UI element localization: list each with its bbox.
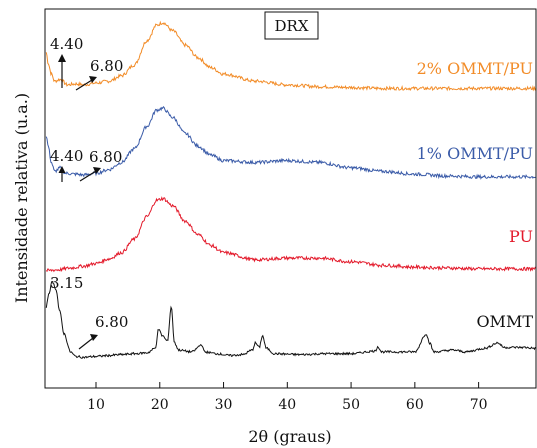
annotation-arrowhead-1pct-4-40 bbox=[58, 166, 66, 173]
series-line-0 bbox=[45, 20, 537, 92]
x-tick-label: 70 bbox=[470, 397, 488, 413]
plot-frame bbox=[44, 8, 537, 389]
annotation-2pct-6-80: 6.80 bbox=[90, 57, 123, 75]
x-tick-label: 20 bbox=[151, 397, 169, 413]
annotation-arrow-ommt-6-80 bbox=[78, 337, 94, 350]
x-tick-label: 60 bbox=[406, 397, 424, 413]
annotation-ommt-3-15: 3.15 bbox=[50, 274, 83, 292]
annotation-arrow-2pct-6-80 bbox=[75, 79, 93, 91]
x-tick-label: 40 bbox=[278, 397, 296, 413]
annotation-arrowhead-1pct-6-80 bbox=[93, 167, 101, 174]
x-axis-ticks: 10 20 30 40 50 60 70 bbox=[87, 382, 488, 413]
x-tick-label: 50 bbox=[342, 397, 360, 413]
x-tick-label: 10 bbox=[87, 397, 105, 413]
series-label-2pct-ommt-pu: 2% OMMT/PU bbox=[417, 59, 533, 78]
series-line-2 bbox=[45, 196, 537, 273]
series-line-1 bbox=[45, 106, 537, 180]
series-label-1pct-ommt-pu: 1% OMMT/PU bbox=[417, 144, 533, 163]
annotation-arrow-1pct-6-80 bbox=[79, 170, 97, 182]
series-label-pu: PU bbox=[509, 227, 533, 246]
y-axis-title: Intensidade relativa (u.a.) bbox=[12, 93, 31, 303]
annotation-1pct-6-80: 6.80 bbox=[89, 148, 122, 166]
series-lines bbox=[45, 20, 537, 359]
annotation-arrowhead-ommt-6-80 bbox=[90, 334, 98, 341]
chart-title: DRX bbox=[275, 17, 309, 35]
annotation-arrowhead-2pct-6-80 bbox=[89, 76, 97, 83]
x-tick-label: 30 bbox=[215, 397, 233, 413]
annotation-ommt-6-80: 6.80 bbox=[95, 313, 128, 331]
annotation-2pct-4-40: 4.40 bbox=[50, 35, 83, 53]
series-label-ommt: OMMT bbox=[476, 312, 533, 331]
title-box bbox=[264, 11, 319, 40]
x-axis-title: 2θ (graus) bbox=[248, 427, 331, 446]
series-line-3 bbox=[45, 280, 537, 359]
annotation-arrowhead-2pct-4-40 bbox=[58, 54, 66, 62]
annotation-1pct-4-40: 4.40 bbox=[50, 147, 83, 165]
